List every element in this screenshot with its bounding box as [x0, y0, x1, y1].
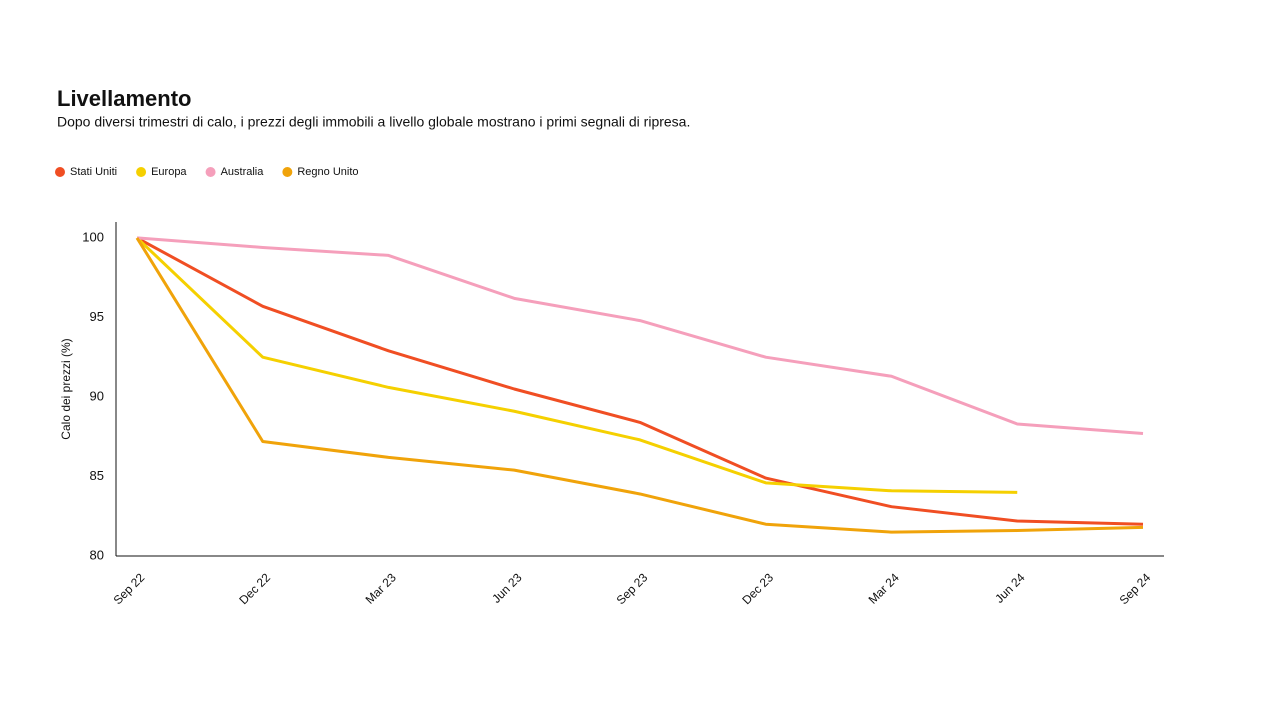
x-tick-label: Sep 22	[111, 570, 148, 607]
x-tick-label: Mar 24	[866, 570, 903, 607]
line-series	[135, 237, 1144, 534]
legend-label: Europa	[151, 166, 187, 178]
legend-marker	[282, 167, 293, 177]
x-tick-label: Jun 23	[489, 570, 525, 606]
x-tick-label: Mar 23	[363, 570, 400, 607]
y-tick-label: 90	[90, 388, 104, 403]
legend-marker	[136, 167, 147, 177]
legend-marker	[205, 167, 216, 177]
x-tick-label: Sep 23	[614, 570, 651, 607]
legend-label: Stati Uniti	[70, 166, 117, 178]
y-tick-label: 95	[90, 309, 104, 324]
x-tick-label: Jun 24	[992, 570, 1028, 606]
x-tick-label: Dec 22	[236, 570, 273, 607]
line-series	[136, 236, 1144, 526]
x-tick-label: Sep 24	[1117, 570, 1154, 607]
y-tick-label: 80	[90, 547, 104, 562]
legend-label: Regno Unito	[297, 166, 358, 178]
y-tick-label: 85	[90, 468, 104, 483]
line-series	[135, 236, 1018, 494]
y-axis-label: Calo dei prezzi (%)	[59, 338, 73, 439]
chart-title: Livellamento	[57, 86, 191, 111]
legend-marker	[55, 167, 65, 177]
line-series	[136, 236, 1144, 436]
x-tick-label: Dec 23	[739, 570, 776, 607]
chart-subtitle: Dopo diversi trimestri di calo, i prezzi…	[57, 114, 690, 130]
y-tick-label: 100	[82, 229, 104, 244]
legend-label: Australia	[221, 166, 265, 178]
